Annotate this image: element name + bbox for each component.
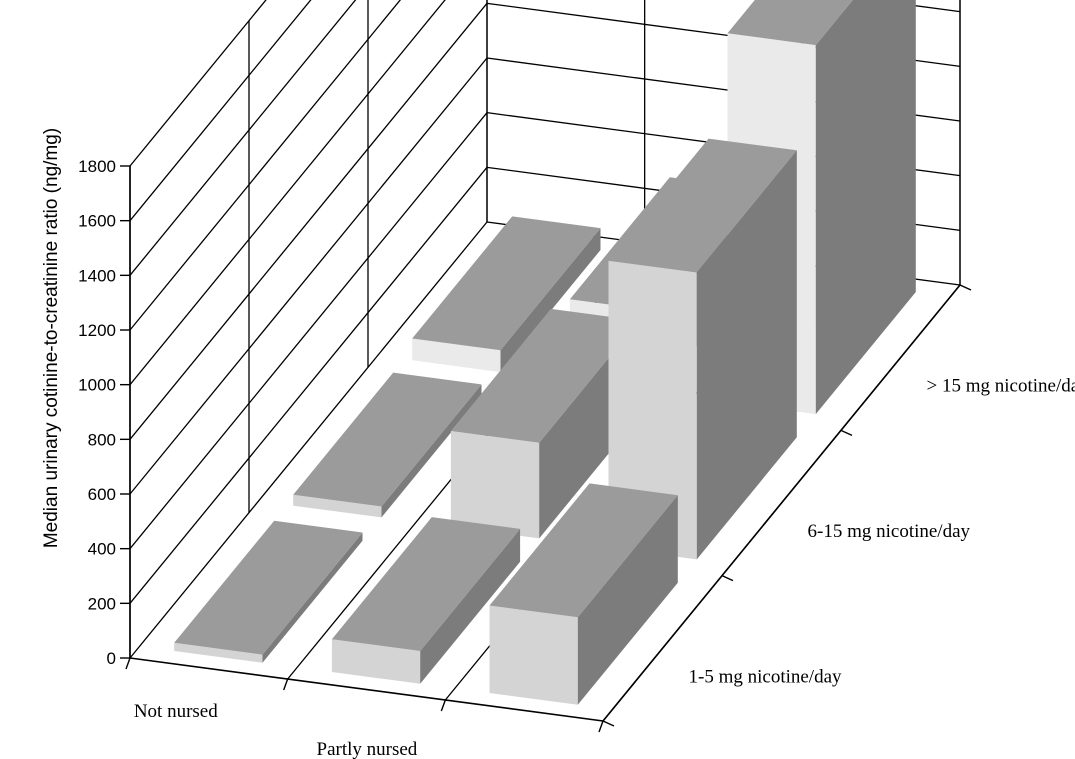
depth-axis-line bbox=[602, 284, 961, 722]
bar-top-face bbox=[608, 138, 797, 273]
series-label: > 15 mg nicotine/day bbox=[927, 376, 1075, 397]
side-wall-gridline bbox=[129, 166, 488, 604]
category-tick bbox=[283, 678, 289, 691]
bar-1-2 bbox=[608, 138, 797, 560]
bar-top-face bbox=[489, 483, 678, 618]
bar-top-face bbox=[174, 520, 363, 655]
depth-tick bbox=[840, 429, 853, 436]
bar-side-face bbox=[696, 150, 797, 560]
y-tick-label: 800 bbox=[88, 430, 116, 449]
side-wall-gridline bbox=[129, 2, 488, 440]
category-label: Not nursed bbox=[134, 701, 218, 722]
chart-labels: 0 200 400 600 800 1000 1200 1400 1600 1800 Not nur… bbox=[78, 157, 1075, 759]
bar-0-2 bbox=[489, 483, 678, 705]
bar-0-1 bbox=[331, 517, 521, 684]
depth-tick bbox=[721, 575, 734, 582]
bar-side-face bbox=[420, 528, 521, 684]
side-wall-gridline bbox=[129, 0, 446, 386]
bar-top-face bbox=[331, 517, 521, 651]
y-tick-label: 1800 bbox=[78, 157, 116, 176]
side-wall-gridline bbox=[129, 221, 488, 659]
category-tick bbox=[598, 720, 604, 733]
side-wall-gridline bbox=[129, 0, 312, 222]
bar-side-face bbox=[577, 495, 678, 705]
bar-front-face bbox=[293, 494, 382, 518]
y-tick-label: 1400 bbox=[78, 266, 116, 285]
bar-top-face bbox=[727, 0, 853, 46]
bar-front-face bbox=[450, 431, 540, 539]
series-label: 1-5 mg nicotine/day bbox=[689, 666, 843, 687]
y-tick-label: 0 bbox=[107, 649, 116, 668]
category-tick bbox=[125, 657, 131, 670]
series-label: 6-15 mg nicotine/day bbox=[808, 521, 971, 542]
chart-axes bbox=[120, 165, 972, 733]
category-label: Partly nursed bbox=[317, 739, 418, 759]
y-tick-label: 1600 bbox=[78, 212, 116, 231]
bar-front-face bbox=[608, 260, 697, 560]
bar-side-face bbox=[815, 0, 916, 415]
bar-0-0 bbox=[174, 520, 363, 663]
side-wall-gridline bbox=[129, 57, 488, 495]
bar-top-face bbox=[450, 308, 640, 443]
bar-top-face bbox=[293, 372, 482, 507]
bar-front-face bbox=[412, 338, 501, 373]
category-axis-line bbox=[129, 657, 604, 722]
side-wall-gridline bbox=[129, 0, 357, 276]
side-wall-gridline bbox=[129, 0, 402, 331]
bar-front-face bbox=[489, 605, 578, 705]
bar-1-0 bbox=[293, 372, 482, 518]
y-axis-label: Median urinary cotinine-to-creatinine ra… bbox=[41, 128, 62, 548]
chart-bars bbox=[174, 0, 916, 705]
bar-front-face bbox=[331, 639, 421, 684]
y-tick-label: 400 bbox=[88, 540, 116, 559]
bar-2-0 bbox=[412, 216, 601, 373]
bar-side-face bbox=[381, 384, 482, 518]
y-tick-label: 1200 bbox=[78, 321, 116, 340]
y-tick-label: 600 bbox=[88, 485, 116, 504]
category-tick bbox=[440, 699, 446, 712]
side-wall-gridline bbox=[129, 112, 488, 550]
y-tick-label: 1000 bbox=[78, 376, 116, 395]
side-wall-gridline bbox=[129, 0, 267, 167]
bar-side-face bbox=[500, 228, 601, 373]
bar-side-face bbox=[262, 532, 363, 663]
y-tick-label: 200 bbox=[88, 594, 116, 613]
bar-top-face bbox=[412, 216, 601, 351]
bar-front-face bbox=[174, 642, 263, 663]
depth-tick bbox=[602, 720, 615, 727]
depth-tick bbox=[959, 284, 972, 291]
